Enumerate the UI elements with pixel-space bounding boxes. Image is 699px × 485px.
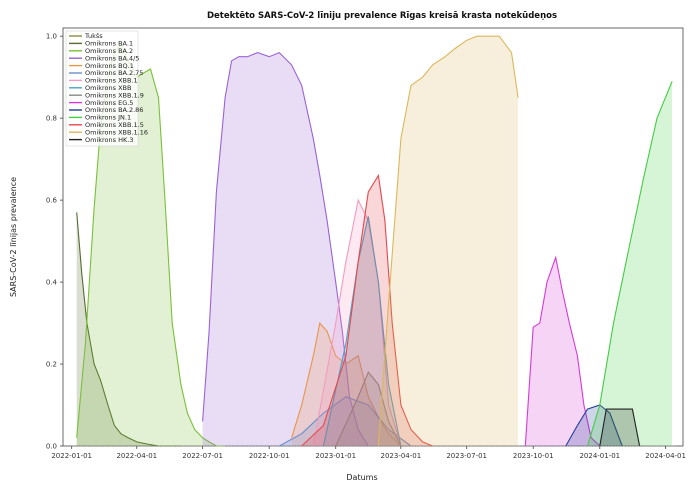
- x-tick-label: 2024-01-01: [579, 452, 620, 460]
- legend-label: Omikrons XBB.1.16: [85, 128, 148, 136]
- series-area-13: [378, 36, 519, 446]
- series-area-8: [335, 372, 401, 446]
- x-tick-label: 2023-04-01: [381, 452, 422, 460]
- x-tick-label: 2023-10-01: [513, 452, 554, 460]
- legend-label: Omikrons BA.2.86: [85, 106, 143, 114]
- legend-label: Omikrons BA.1: [85, 40, 133, 48]
- series-line-11: [586, 81, 673, 447]
- series-area-1: [76, 212, 181, 446]
- legend-label: Omikrons BA.2: [85, 47, 133, 55]
- legend-label: Omikrons BA.2.75: [85, 69, 143, 77]
- series-area-5: [279, 396, 411, 446]
- x-tick-label: 2022-04-01: [116, 452, 157, 460]
- series-line-6: [312, 198, 402, 447]
- series-line-7: [322, 216, 402, 447]
- y-axis-label: SARS-CoV-2 līnijas prevalence: [9, 177, 18, 297]
- series-area-7: [323, 216, 401, 446]
- legend-label: Omikrons BA.4/5: [85, 54, 139, 62]
- y-tick-label: 0.0: [46, 443, 57, 451]
- legend-label: Omikrons BQ.1: [85, 62, 134, 70]
- series-area-6: [313, 200, 401, 446]
- y-axis: 0.0 0.2 0.4 0.6 0.8 1.0: [46, 33, 63, 451]
- x-tick-label: 2022-07-01: [182, 452, 223, 460]
- series-line-8: [335, 371, 402, 447]
- series-line-3: [202, 51, 369, 447]
- y-tick-label: 0.2: [46, 361, 57, 369]
- series-area-3: [202, 52, 369, 446]
- x-tick-label: 2022-10-01: [249, 452, 290, 460]
- series-area-9: [525, 257, 600, 446]
- y-tick-label: 0.6: [46, 197, 58, 205]
- legend-label: Omikrons XBB.1.5: [85, 121, 144, 129]
- series-line-10: [565, 404, 623, 447]
- legend-label: Omikrons XBB.1.9: [85, 91, 144, 99]
- x-tick-label: 2023-01-01: [315, 452, 356, 460]
- series-line-9: [524, 255, 601, 447]
- y-tick-label: 1.0: [46, 33, 57, 41]
- y-tick-label: 0.8: [46, 115, 57, 123]
- y-tick-label: 0.4: [46, 279, 58, 287]
- x-tick-label: 2024-04-01: [645, 452, 686, 460]
- chart-title: Detektēto SARS-CoV-2 līniju prevalence R…: [207, 11, 557, 21]
- series-line-5: [279, 396, 412, 447]
- legend-label: Omikrons XBB: [85, 84, 131, 92]
- legend-label: Omikrons XBB.1: [85, 77, 138, 85]
- legend-label: Omikrons JN.1: [85, 114, 131, 122]
- x-tick-label: 2023-07-01: [446, 452, 487, 460]
- x-tick-label: 2022-01-01: [51, 452, 92, 460]
- series-area-12: [301, 175, 433, 446]
- legend-label: Omikrons HK.3: [85, 136, 133, 144]
- series-area-14: [599, 409, 640, 446]
- series-line-12: [301, 173, 433, 447]
- series-layer: [71, 35, 675, 447]
- legend-label: Tukšs: [84, 32, 103, 40]
- series-line-13: [377, 35, 519, 447]
- x-axis-label: Datums: [346, 473, 377, 482]
- legend-label: Omikrons EG.5: [85, 99, 133, 107]
- x-axis: 2022-01-01 2022-04-01 2022-07-01 2022-10-01…: [51, 446, 686, 460]
- series-line-14: [599, 408, 641, 447]
